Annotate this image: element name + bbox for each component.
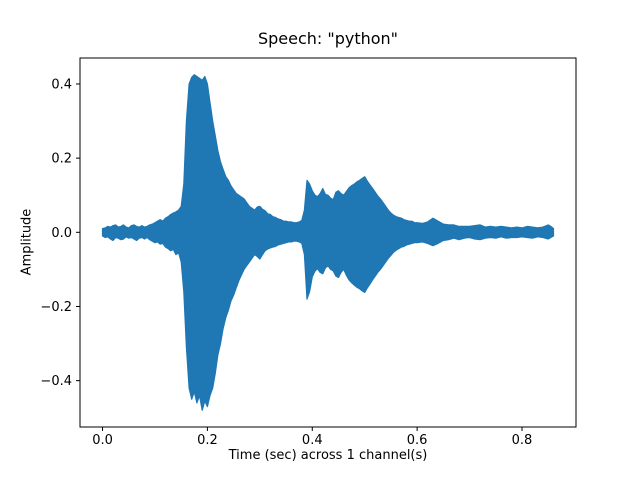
y-axis-label: Amplitude [19,208,35,276]
x-tick-label: 0.4 [302,433,323,448]
y-tick-label: −0.4 [40,374,72,389]
waveform-trace [101,74,555,411]
y-tick-label: 0.2 [51,152,72,167]
chart-title: Speech: "python" [257,29,399,48]
x-tick-label: 0.2 [197,433,218,448]
x-tick-label: 0.6 [407,433,428,448]
y-tick-label: 0.4 [51,77,72,92]
y-tick-label: −0.2 [40,300,72,315]
x-axis-label: Time (sec) across 1 channel(s) [228,448,428,463]
y-tick-label: 0.0 [51,226,72,241]
x-tick-label: 0.0 [92,433,113,448]
x-tick-label: 0.8 [512,433,533,448]
axes-border [79,57,577,428]
